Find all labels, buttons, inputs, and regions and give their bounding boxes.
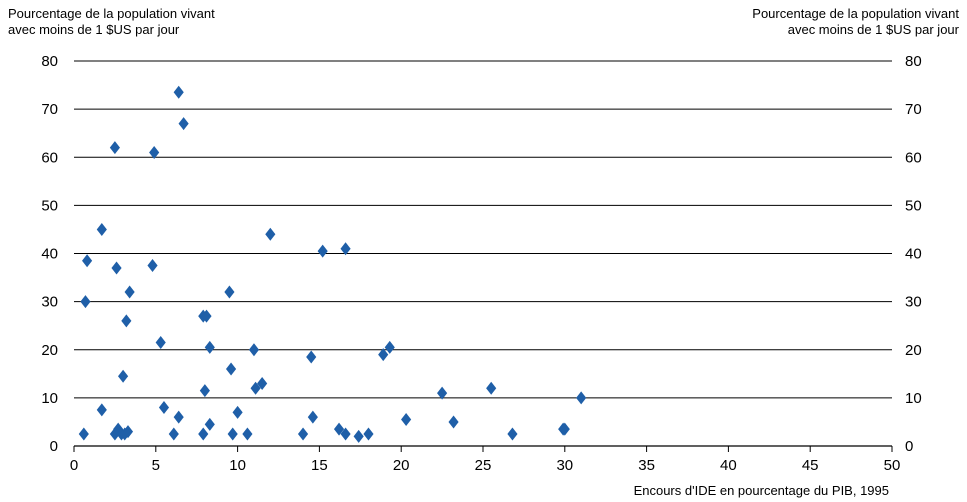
y-tick-left-30: 30 [41,294,58,311]
y-tick-right-70: 70 [905,101,922,118]
data-points [78,85,587,443]
y-tick-right-40: 40 [905,246,922,263]
data-point-33 [242,427,253,441]
x-tick-45: 45 [802,457,819,474]
data-point-41 [317,244,328,258]
data-point-1 [80,295,91,309]
data-point-55 [559,422,570,436]
data-point-43 [340,242,351,256]
data-point-3 [96,222,107,236]
y-tick-right-10: 10 [905,390,922,407]
x-tick-0: 0 [70,457,78,474]
data-point-35 [250,381,261,395]
x-tick-5: 5 [152,457,160,474]
x-tick-40: 40 [720,457,737,474]
data-point-30 [225,362,237,376]
y-axis-label-left-line1: Pourcentage de la population vivant [8,6,215,21]
data-point-44 [340,427,351,441]
x-tick-50: 50 [884,457,901,474]
data-point-49 [401,413,412,427]
data-point-21 [173,410,184,424]
y-tick-left-20: 20 [41,342,58,359]
data-point-51 [448,415,459,429]
data-point-8 [113,422,124,436]
data-point-20 [173,85,184,99]
y-tick-right-50: 50 [905,197,922,214]
x-tick-35: 35 [638,457,655,474]
x-tick-25: 25 [475,457,492,474]
data-point-15 [147,259,158,273]
y-axis-label-left-line2: avec moins de 1 $US par jour [8,22,180,37]
y-ticks-left: 0 10 20 30 40 50 60 70 80 [41,53,58,455]
y-axis-label-right-line1: Pourcentage de la population vivant [752,6,959,21]
y-axis-label-left: Pourcentage de la population vivant avec… [8,6,215,38]
data-point-12 [121,314,132,328]
y-tick-right-80: 80 [905,53,922,70]
y-tick-left-70: 70 [41,101,58,118]
data-point-50 [437,386,448,400]
y-tick-left-10: 10 [41,390,58,407]
data-point-28 [204,340,215,354]
data-point-17 [155,336,166,350]
data-point-31 [227,427,238,441]
data-point-0 [78,427,89,441]
data-point-46 [363,427,374,441]
data-point-47 [378,348,389,362]
y-tick-right-0: 0 [905,438,913,455]
y-tick-left-60: 60 [41,149,58,166]
y-tick-right-30: 30 [905,294,922,311]
data-point-32 [232,405,243,419]
data-point-25 [198,427,209,441]
y-tick-right-20: 20 [905,342,922,359]
data-point-2 [82,254,93,268]
data-point-48 [384,340,395,354]
x-tick-20: 20 [393,457,410,474]
data-point-22 [178,117,189,131]
data-point-45 [353,429,364,443]
data-point-29 [224,285,235,299]
y-ticks-right: 0 10 20 30 40 50 60 70 80 [905,53,922,455]
x-tick-15: 15 [311,457,328,474]
data-point-4 [96,403,107,417]
x-axis-label: Encours d'IDE en pourcentage du PIB, 199… [633,483,889,498]
y-tick-left-80: 80 [41,53,58,70]
y-tick-left-40: 40 [41,246,58,263]
data-point-40 [307,410,318,424]
y-axis-label-right: Pourcentage de la population vivant avec… [752,6,959,38]
x-tick-10: 10 [229,457,246,474]
data-point-5 [109,141,120,155]
y-axis-label-right-line2: avec moins de 1 $US par jour [787,22,959,37]
data-point-52 [486,381,497,395]
y-tick-left-0: 0 [50,438,58,455]
data-point-13 [122,425,134,439]
data-point-36 [257,376,268,390]
data-point-42 [333,422,345,436]
x-tick-30: 30 [556,457,573,474]
data-point-6 [111,261,122,275]
data-point-38 [297,427,309,441]
gridlines [74,60,892,399]
data-point-10 [118,369,129,383]
data-point-16 [149,145,160,159]
data-point-19 [168,427,179,441]
y-tick-left-50: 50 [41,197,58,214]
data-point-37 [265,227,276,241]
data-point-18 [158,401,170,414]
data-point-34 [248,343,260,357]
data-point-27 [204,417,215,431]
data-point-14 [124,285,135,299]
data-point-39 [306,350,317,364]
data-point-56 [576,391,587,405]
y-tick-right-60: 60 [905,149,922,166]
data-point-24 [201,309,212,323]
data-point-53 [507,427,518,441]
data-point-26 [199,384,210,398]
x-ticks: 0 5 10 15 20 25 30 35 40 45 50 [70,446,901,474]
